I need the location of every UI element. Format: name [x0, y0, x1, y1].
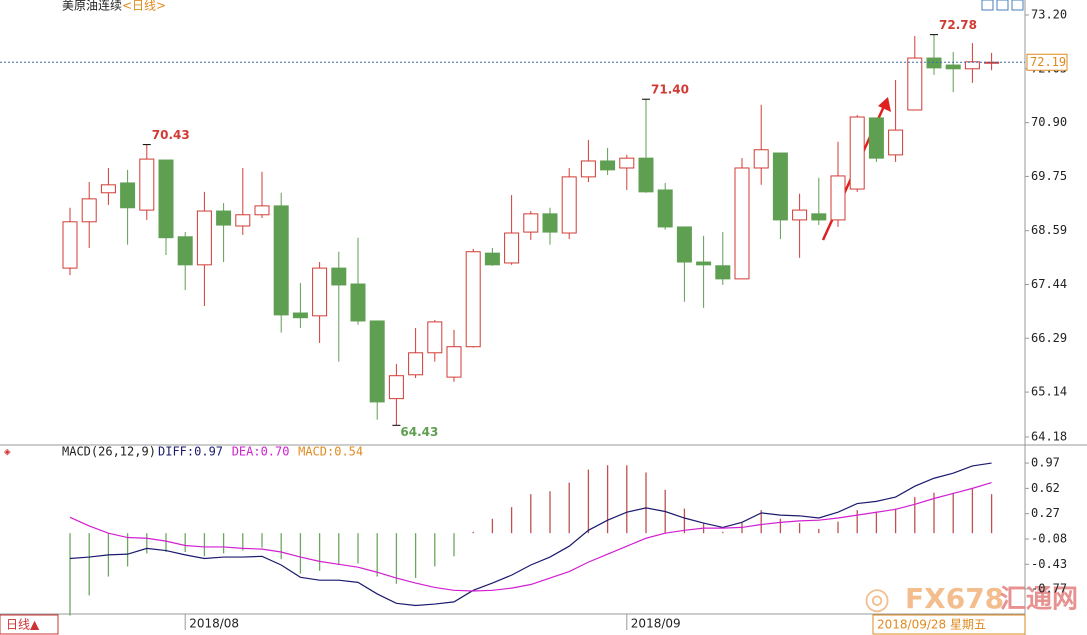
candle-body: [638, 157, 654, 193]
candle-body: [945, 64, 961, 70]
y-tick-label: -0.08: [1031, 531, 1067, 545]
x-tick-label: 2018/09: [631, 617, 681, 631]
icon[interactable]: [981, 0, 994, 11]
candle-body: [676, 226, 692, 263]
candle-body: [888, 129, 904, 156]
y-tick-label: 70.90: [1031, 115, 1067, 129]
candle-body: [868, 117, 884, 159]
indicator-icon: ◈: [4, 445, 11, 458]
candle-body: [580, 160, 596, 178]
candle-body: [811, 213, 827, 221]
candle-body: [139, 158, 155, 211]
period-button[interactable]: [0, 614, 59, 635]
y-tick-label: 66.29: [1031, 331, 1067, 345]
candle-body: [292, 312, 308, 319]
candle-body: [331, 267, 347, 286]
macd-line: [69, 462, 992, 607]
candle-body: [158, 159, 174, 239]
candle-body: [696, 261, 712, 266]
period-button-label[interactable]: 日线▲: [6, 618, 40, 632]
candle-body: [100, 184, 116, 194]
y-tick-label: 67.44: [1031, 277, 1067, 291]
candle-body: [350, 283, 366, 322]
candle-body: [964, 61, 980, 70]
arrow-head: [878, 97, 891, 112]
chart-title: 美原油连续: [62, 0, 122, 13]
candle-body: [523, 213, 539, 233]
candle-body: [81, 198, 97, 223]
cursor-date: 2018/09/28 星期五: [877, 618, 986, 632]
candle-body: [388, 375, 404, 400]
period-label: <日线>: [122, 0, 166, 13]
icon[interactable]: [1011, 0, 1024, 11]
watermark-logo: ◎: [864, 582, 890, 617]
legend-entry: DIFF:0.97: [158, 445, 223, 459]
candle-body: [907, 57, 923, 111]
candle-body: [600, 160, 616, 171]
candle-body: [849, 116, 865, 190]
y-tick-label: 68.59: [1031, 223, 1067, 237]
y-tick-label: 69.75: [1031, 169, 1067, 183]
candle-body: [542, 213, 558, 233]
candle-body: [734, 167, 750, 280]
date-box: [872, 614, 1026, 635]
candle-body: [619, 157, 635, 169]
candle-body: [177, 236, 193, 266]
legend-entry: DEA:0.70: [232, 445, 290, 459]
candle-body: [312, 267, 328, 317]
candle-body: [446, 346, 462, 378]
candle-body: [504, 232, 520, 264]
candle-body: [120, 182, 136, 209]
candle-body: [792, 209, 808, 221]
candle-body: [273, 205, 289, 316]
y-tick-label: 73.20: [1031, 8, 1067, 22]
candle-body: [465, 251, 481, 348]
y-tick-label: 65.14: [1031, 385, 1067, 399]
candle-body: [753, 149, 769, 169]
candle-body: [715, 265, 731, 280]
candle-body: [484, 252, 500, 266]
legend-entry: MACD:0.54: [298, 445, 363, 459]
y-tick-label: 0.97: [1031, 456, 1060, 470]
low-label: 64.43: [400, 425, 438, 439]
x-tick-label: 2018/08: [189, 617, 239, 631]
candle-body: [408, 352, 424, 376]
candle-body: [561, 176, 577, 234]
high-label: 72.78: [939, 18, 977, 32]
candle-body: [926, 57, 942, 69]
y-tick-label: 64.18: [1031, 430, 1067, 444]
candle-body: [369, 320, 385, 403]
y-tick-label: -0.77: [1031, 581, 1067, 595]
candle-body: [235, 214, 251, 227]
macd-title: MACD(26,12,9): [62, 445, 156, 459]
candle-body: [657, 189, 673, 228]
toolbar-icons[interactable]: [981, 0, 1024, 11]
candle-body: [196, 210, 212, 266]
watermark-name: 汇通网: [1000, 585, 1078, 615]
candle-body: [254, 205, 270, 216]
high-label: 71.40: [651, 83, 689, 97]
candle-body: [830, 175, 846, 221]
watermark-brand: FX678: [905, 582, 1004, 615]
candle-body: [427, 321, 443, 354]
macd-line: [69, 482, 992, 592]
candle-body: [772, 152, 788, 221]
y-tick-label: -0.43: [1031, 557, 1067, 571]
y-tick-label: 0.27: [1031, 506, 1060, 520]
last-price-label: 72.19: [1030, 55, 1066, 69]
icon[interactable]: [996, 0, 1009, 11]
y-tick-label: 0.62: [1031, 481, 1060, 495]
candle-body: [62, 221, 78, 269]
high-label: 70.43: [152, 128, 190, 142]
last-price-box: [1026, 53, 1068, 71]
candle-body: [216, 210, 232, 226]
